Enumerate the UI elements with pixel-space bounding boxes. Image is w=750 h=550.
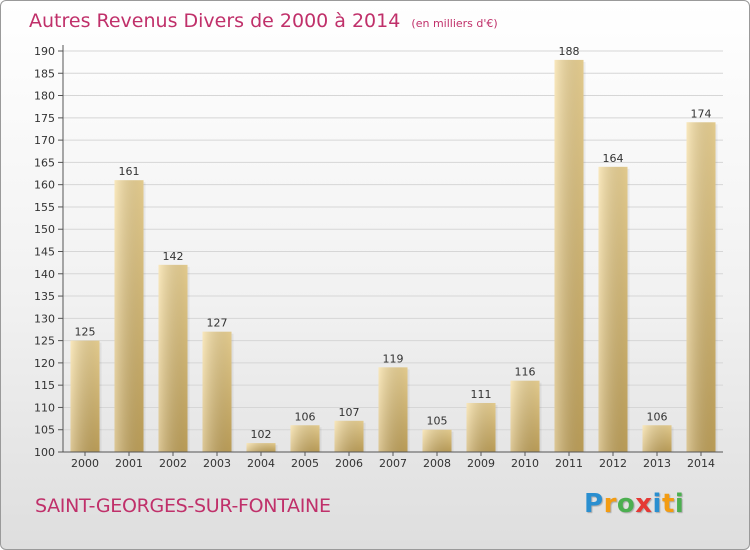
x-tick-label: 2013 — [643, 457, 671, 470]
x-tick-label: 2008 — [423, 457, 451, 470]
x-tick-label: 2001 — [115, 457, 143, 470]
y-tick-label: 120 — [34, 357, 55, 370]
bar-highlight — [422, 429, 452, 452]
logo-letter: P — [584, 489, 604, 519]
y-tick-label: 140 — [34, 268, 55, 281]
x-tick-label: 2010 — [511, 457, 539, 470]
x-tick-label: 2004 — [247, 457, 275, 470]
bar-highlight — [686, 122, 716, 453]
y-tick-label: 190 — [34, 45, 55, 58]
bars-layer: 125 161 142 127 102 106 107 119 105 111 116 188 164 1… — [70, 45, 718, 453]
bar-highlight — [554, 59, 584, 453]
bar-highlight — [246, 443, 276, 452]
x-tick-label: 2014 — [687, 457, 715, 470]
y-tick-label: 150 — [34, 223, 55, 236]
y-tick-label: 165 — [34, 156, 55, 169]
bar-value-label: 106 — [647, 410, 668, 423]
x-tick-label: 2000 — [71, 457, 99, 470]
bar-value-label: 102 — [251, 428, 272, 441]
y-tick-label: 115 — [34, 379, 55, 392]
bar-value-label: 174 — [691, 107, 712, 120]
bar-highlight — [290, 425, 320, 452]
y-tick-label: 185 — [34, 67, 55, 80]
x-tick-label: 2009 — [467, 457, 495, 470]
logo-letter: i — [652, 489, 662, 519]
logo-letter: o — [616, 489, 636, 519]
bar-value-label: 116 — [515, 366, 536, 379]
x-tick-label: 2005 — [291, 457, 319, 470]
logo-letter: r — [603, 489, 617, 519]
bar-highlight — [510, 380, 540, 452]
bar-value-label: 119 — [383, 352, 404, 365]
bar-highlight — [466, 402, 496, 452]
y-tick-label: 170 — [34, 134, 55, 147]
bar-highlight — [598, 166, 628, 452]
bar-highlight — [642, 425, 672, 452]
logo-letter: i — [674, 489, 685, 519]
bar-value-label: 111 — [471, 388, 492, 401]
y-tick-label: 130 — [34, 312, 55, 325]
x-tick-label: 2006 — [335, 457, 363, 470]
x-tick-label: 2002 — [159, 457, 187, 470]
bar-highlight — [70, 340, 100, 452]
chart-subtitle: (en milliers d'€) — [411, 17, 498, 30]
bar-highlight — [378, 367, 408, 452]
bar-value-label: 107 — [339, 406, 360, 419]
y-tick-label: 145 — [34, 246, 55, 259]
bar-value-label: 105 — [427, 415, 448, 428]
bar-value-label: 106 — [295, 410, 316, 423]
y-tick-label: 100 — [34, 446, 55, 459]
bar-value-label: 164 — [603, 152, 624, 165]
bar-value-label: 161 — [119, 165, 140, 178]
y-tick-label: 105 — [34, 424, 55, 437]
bar-value-label: 125 — [75, 326, 96, 339]
proxiti-logo: Proxiti — [584, 489, 684, 519]
chart-title-row: Autres Revenus Divers de 2000 à 2014 (en… — [29, 10, 498, 32]
bar-highlight — [158, 264, 188, 452]
y-tick-label: 180 — [34, 90, 55, 103]
bar-highlight — [114, 180, 144, 452]
y-tick-label: 155 — [34, 201, 55, 214]
y-tick-label: 125 — [34, 335, 55, 348]
bar-highlight — [334, 420, 364, 452]
x-tick-label: 2003 — [203, 457, 231, 470]
logo-letter: x — [635, 489, 653, 519]
bar-highlight — [202, 331, 232, 452]
y-tick-label: 160 — [34, 179, 55, 192]
x-tick-label: 2007 — [379, 457, 407, 470]
x-tick-label: 2011 — [555, 457, 583, 470]
bar-value-label: 188 — [559, 45, 580, 58]
commune-name: SAINT-GEORGES-SUR-FONTAINE — [35, 495, 331, 517]
axis-layer: 100 105 110 115 120 125 130 135 140 145 150 155 160 1… — [34, 45, 723, 470]
bar-value-label: 142 — [163, 250, 184, 263]
x-tick-label: 2012 — [599, 457, 627, 470]
y-tick-label: 175 — [34, 112, 55, 125]
logo-letter: t — [661, 489, 675, 519]
y-tick-label: 110 — [34, 401, 55, 414]
bar-value-label: 127 — [207, 317, 228, 330]
y-tick-label: 135 — [34, 290, 55, 303]
chart-title: Autres Revenus Divers de 2000 à 2014 — [29, 10, 401, 32]
